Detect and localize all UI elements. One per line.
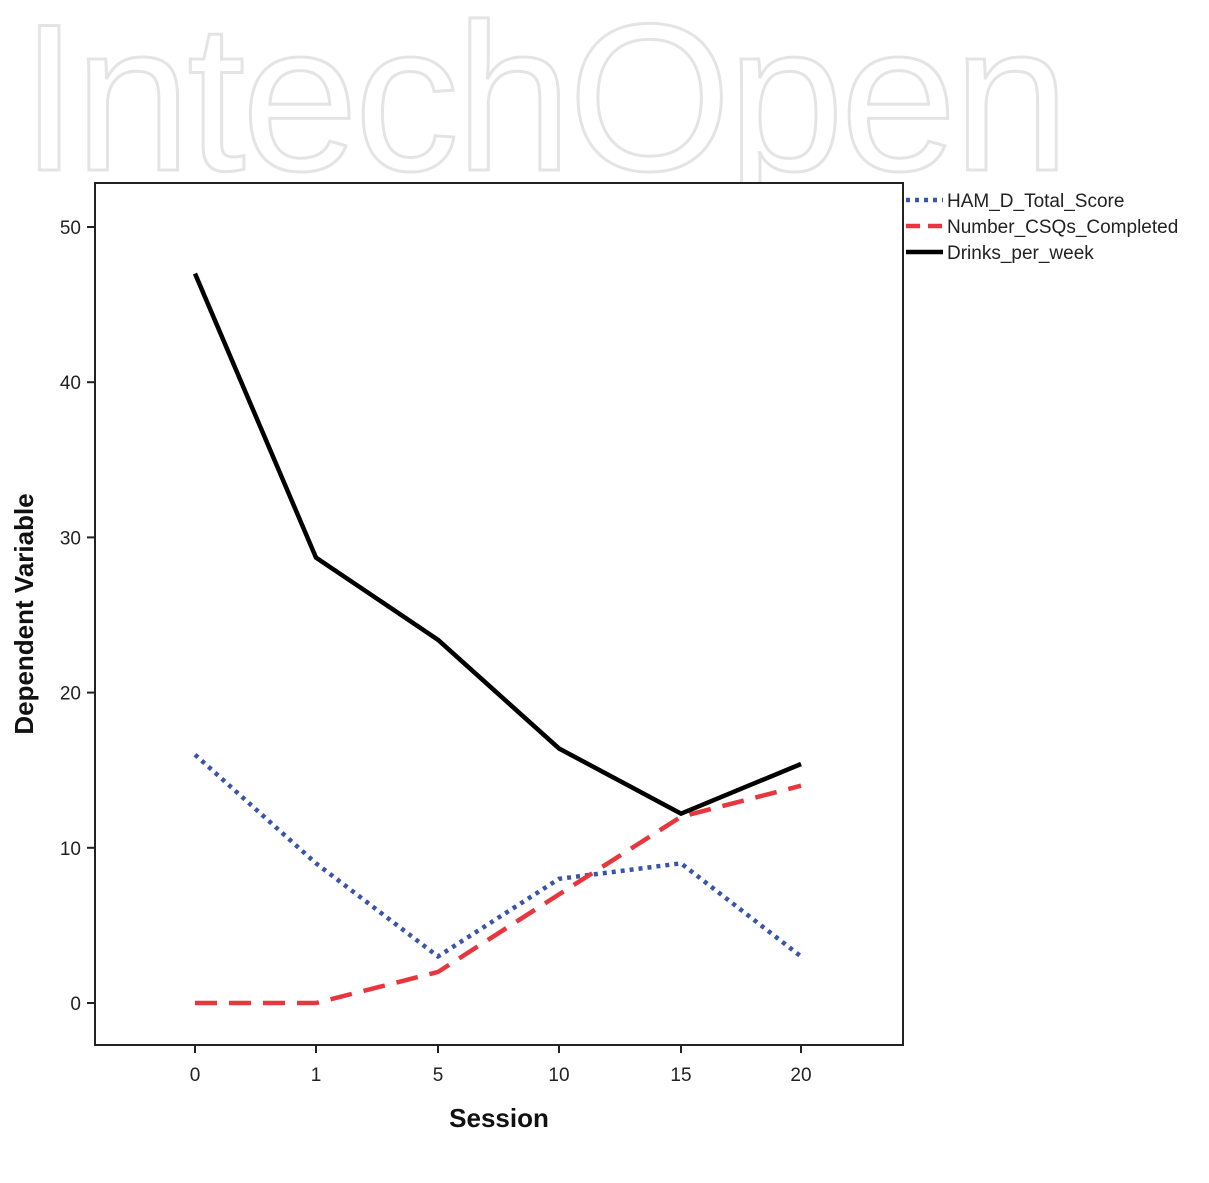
y-tick-label: 10 xyxy=(60,839,81,860)
y-tick-label: 40 xyxy=(60,373,81,394)
y-tick-label: 20 xyxy=(60,684,81,705)
legend-label: Number_CSQs_Completed xyxy=(947,217,1178,238)
watermark-logo: IntechOpen xyxy=(20,0,1066,215)
x-axis: 0 1 5 10 15 20 xyxy=(190,1045,812,1086)
legend-label: Drinks_per_week xyxy=(947,243,1094,264)
series-layer xyxy=(192,272,803,1006)
x-tick-label: 20 xyxy=(790,1065,811,1086)
y-tick-label: 0 xyxy=(70,994,81,1015)
legend: HAM_D_Total_Score Number_CSQs_Completed Dr… xyxy=(906,191,1178,264)
x-tick-label: 15 xyxy=(670,1065,691,1086)
x-axis-title: Session xyxy=(449,1103,549,1133)
x-tick-label: 0 xyxy=(190,1065,201,1086)
x-tick-label: 1 xyxy=(311,1065,322,1086)
series-line-drinks-per-week xyxy=(192,272,802,817)
y-axis: 0 10 20 30 40 50 xyxy=(60,218,95,1015)
y-tick-label: 50 xyxy=(60,218,81,239)
x-tick-label: 10 xyxy=(548,1065,569,1086)
series-line-number-csqs-completed xyxy=(195,783,802,1006)
legend-label: HAM_D_Total_Score xyxy=(947,191,1124,212)
y-axis-title: Dependent Variable xyxy=(9,493,39,734)
x-tick-label: 5 xyxy=(433,1065,444,1086)
series-line-ham-d-total-score xyxy=(193,753,803,960)
y-tick-label: 30 xyxy=(60,528,81,549)
plot-area-frame xyxy=(94,182,904,1046)
